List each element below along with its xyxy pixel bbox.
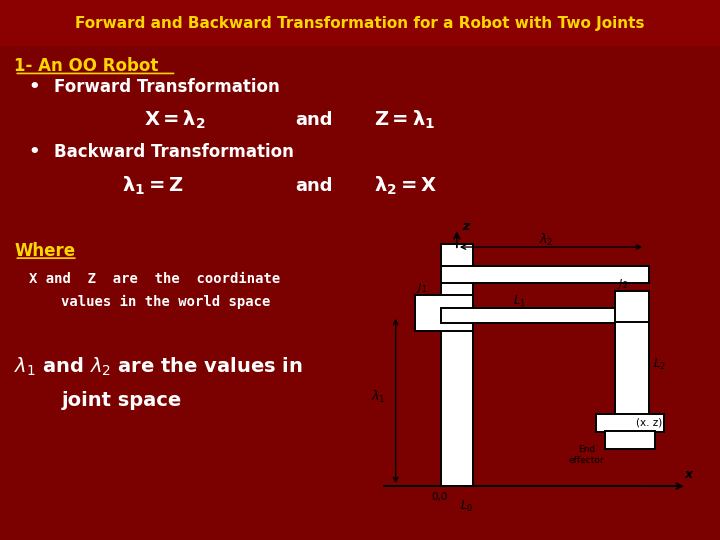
Text: •: • (29, 143, 40, 161)
Text: End
effector: End effector (569, 445, 604, 465)
Text: and: and (295, 111, 333, 129)
Text: $\mathbf{X = \lambda_{2}}$: $\mathbf{X = \lambda_{2}}$ (144, 109, 206, 131)
Bar (615, 322, 649, 415)
Bar (606, 431, 654, 449)
Bar (441, 308, 617, 323)
Text: $J_2$: $J_2$ (617, 277, 628, 291)
Text: and: and (295, 177, 333, 195)
Text: Backward Transformation: Backward Transformation (54, 143, 294, 161)
Text: 0,0: 0,0 (431, 492, 448, 502)
Text: $J_1$: $J_1$ (416, 280, 428, 294)
Text: $\mathbf{Z = \lambda_{1}}$: $\mathbf{Z = \lambda_{1}}$ (374, 109, 436, 131)
Text: $\lambda_{1}$ and $\lambda_{2}$ are the values in: $\lambda_{1}$ and $\lambda_{2}$ are the … (14, 356, 303, 379)
Bar (441, 244, 473, 486)
Text: $\lambda_2$: $\lambda_2$ (539, 232, 554, 248)
Text: •: • (29, 78, 40, 97)
Text: $\mathbf{\lambda_{2} =X}$: $\mathbf{\lambda_{2} =X}$ (374, 175, 438, 198)
Bar (441, 266, 649, 283)
Bar (615, 291, 649, 323)
Text: (x. z): (x. z) (636, 417, 662, 428)
Text: values in the world space: values in the world space (61, 295, 271, 309)
Bar (0, 0, 720, 46)
Text: Forward and Backward Transformation for a Robot with Two Joints: Forward and Backward Transformation for … (76, 16, 644, 31)
Text: $\mathbf{\lambda_{1} = Z}$: $\mathbf{\lambda_{1} = Z}$ (122, 175, 184, 198)
Text: z: z (462, 220, 469, 233)
Text: x: x (685, 468, 693, 481)
Text: $\lambda_1$: $\lambda_1$ (371, 389, 386, 405)
Text: Forward Transformation: Forward Transformation (54, 78, 280, 97)
Text: 1- An OO Robot: 1- An OO Robot (14, 57, 159, 76)
Bar (415, 295, 473, 331)
Text: $L_2$: $L_2$ (653, 357, 666, 372)
Text: joint space: joint space (61, 391, 181, 410)
Text: X and  Z  are  the  coordinate: X and Z are the coordinate (29, 272, 280, 286)
Text: $L_1$: $L_1$ (513, 294, 526, 308)
Text: $L_0$: $L_0$ (460, 498, 473, 514)
Bar (596, 414, 664, 432)
Text: Where: Where (14, 242, 76, 260)
